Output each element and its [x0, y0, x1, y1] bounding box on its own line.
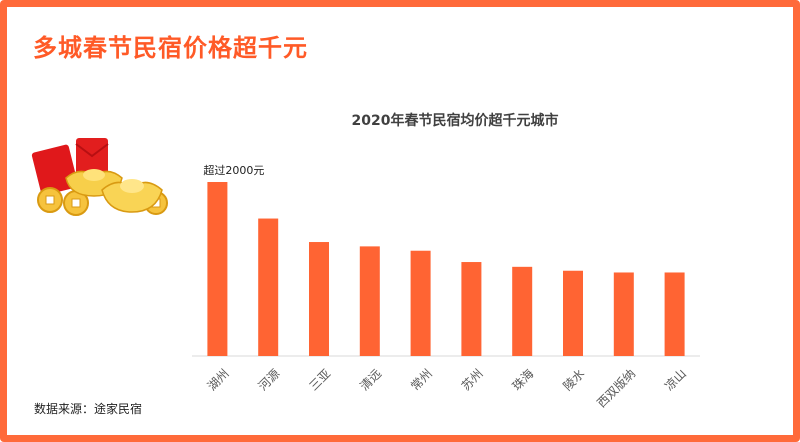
- gold-ingot-illustration: [31, 138, 168, 216]
- chart-title: 2020年春节民宿均价超千元城市: [351, 113, 559, 129]
- bar-4: [410, 250, 431, 356]
- x-tick-label: 凉山: [661, 366, 689, 394]
- bar-3: [359, 246, 380, 356]
- x-tick-label: 三亚: [306, 366, 333, 393]
- x-tick-label: 清远: [357, 366, 384, 393]
- x-tick-label: 河源: [256, 366, 283, 393]
- x-tick-label: 陵水: [560, 366, 587, 393]
- bar-8: [613, 272, 634, 356]
- x-tick-label: 珠海: [509, 366, 537, 394]
- bar-9: [664, 272, 685, 356]
- red-envelope-left: [31, 144, 79, 196]
- bar-0: [207, 182, 228, 356]
- bar-2: [309, 242, 329, 356]
- bar-1: [258, 218, 279, 356]
- bar-7: [563, 270, 583, 356]
- page-title: 多城春节民宿价格超千元: [33, 34, 308, 62]
- bar-annotation: 超过2000元: [203, 163, 264, 177]
- bar-5: [461, 262, 482, 356]
- x-tick-label: 苏州: [459, 366, 486, 393]
- x-tick-label: 西双版纳: [594, 366, 638, 410]
- bar-6: [512, 266, 533, 356]
- x-tick-label: 常州: [408, 366, 435, 393]
- data-source-note: 数据来源：途家民宿: [34, 402, 143, 416]
- x-tick-label: 湖州: [204, 366, 232, 394]
